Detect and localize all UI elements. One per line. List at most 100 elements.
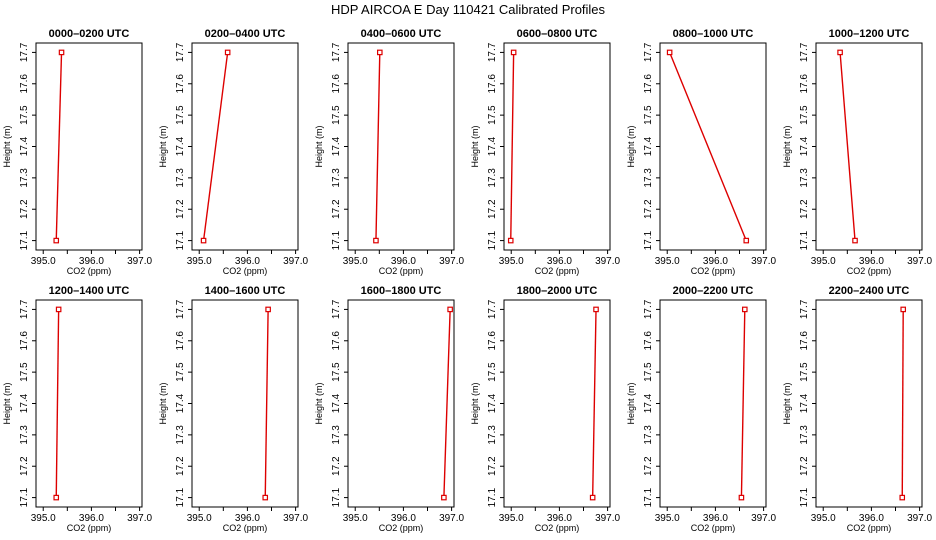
x-tick-label: 397.0	[283, 513, 308, 524]
x-tick-label: 397.0	[127, 256, 152, 267]
x-tick-label: 395.0	[343, 256, 368, 267]
y-tick-label: 17.2	[799, 199, 810, 219]
y-tick-label: 17.5	[19, 362, 30, 382]
profile-panel: 1800–2000 UTC 17.1 17.2 17.3 17.4 17.5 17.6 17.…	[470, 285, 621, 533]
y-tick-label: 17.7	[175, 42, 186, 62]
y-tick-label: 17.5	[331, 105, 342, 125]
x-tick-label: 396.0	[547, 256, 572, 267]
y-axis-label: Height (m)	[314, 382, 324, 424]
y-tick-label: 17.5	[175, 105, 186, 125]
y-tick-label: 17.4	[331, 136, 342, 156]
y-tick-label: 17.2	[643, 456, 654, 476]
profile-panel: 2000–2200 UTC 17.1 17.2 17.3 17.4 17.5 17.6 17.…	[626, 285, 777, 533]
y-tick-label: 17.3	[487, 168, 498, 188]
y-tick-label: 17.2	[19, 456, 30, 476]
profile-line	[740, 309, 746, 498]
profile-line	[901, 309, 904, 498]
x-tick-label: 397.0	[907, 256, 932, 267]
panel-title: 0200–0400 UTC	[205, 28, 286, 40]
y-tick-label: 17.3	[643, 425, 654, 445]
data-point	[743, 237, 750, 244]
profile-line	[510, 52, 515, 241]
x-tick-label: 397.0	[751, 256, 776, 267]
y-tick-label: 17.6	[643, 331, 654, 351]
profile-panel: 0200–0400 UTC 17.1 17.2 17.3 17.4 17.5 17.6 17.…	[158, 28, 309, 276]
data-point	[837, 49, 843, 56]
y-tick-label: 17.6	[175, 74, 186, 94]
y-tick-label: 17.2	[175, 199, 186, 219]
y-tick-label: 17.4	[175, 136, 186, 156]
y-tick-label: 17.4	[331, 393, 342, 413]
y-tick-label: 17.4	[643, 136, 654, 156]
y-tick-label: 17.3	[799, 425, 810, 445]
y-tick-label: 17.6	[643, 74, 654, 94]
x-tick-label: 396.0	[235, 256, 260, 267]
y-tick-label: 17.4	[175, 393, 186, 413]
y-tick-label: 17.3	[175, 425, 186, 445]
x-tick-label: 395.0	[499, 513, 524, 524]
y-tick-label: 17.7	[643, 42, 654, 62]
data-point	[899, 494, 906, 501]
plot-frame	[815, 299, 923, 508]
x-axis-label: CO2 (ppm)	[691, 266, 736, 276]
x-tick-label: 396.0	[235, 513, 260, 524]
y-tick-label: 17.5	[799, 362, 810, 382]
data-point	[53, 237, 60, 244]
y-tick-label: 17.3	[487, 425, 498, 445]
panel-title: 2200–2400 UTC	[829, 285, 910, 297]
y-tick-label: 17.4	[643, 393, 654, 413]
data-point	[373, 237, 379, 244]
profile-line	[839, 52, 856, 241]
x-tick-label: 395.0	[655, 513, 680, 524]
y-tick-label: 17.2	[19, 199, 30, 219]
y-tick-label: 17.2	[175, 456, 186, 476]
profile-panel: 1200–1400 UTC 17.1 17.2 17.3 17.4 17.5 17.6 17.…	[2, 285, 153, 533]
x-tick-label: 396.0	[547, 513, 572, 524]
panel-title: 0000–0200 UTC	[49, 28, 130, 40]
y-tick-label: 17.1	[799, 487, 810, 507]
profile-panel: 0800–1000 UTC 17.1 17.2 17.3 17.4 17.5 17.6 17.…	[626, 28, 777, 276]
y-tick-label: 17.6	[19, 331, 30, 351]
y-axis-label: Height (m)	[2, 382, 12, 424]
plot-frame	[35, 299, 143, 508]
x-axis-label: CO2 (ppm)	[223, 266, 268, 276]
x-axis-label: CO2 (ppm)	[67, 266, 112, 276]
panel-grid: 0000–0200 UTC 17.1 17.2 17.3 17.4 17.5 17.6 17.…	[2, 28, 933, 533]
y-tick-label: 17.7	[19, 42, 30, 62]
x-tick-label: 395.0	[811, 256, 836, 267]
y-tick-label: 17.7	[799, 42, 810, 62]
y-tick-label: 17.7	[487, 42, 498, 62]
panel-title: 1400–1600 UTC	[205, 285, 286, 297]
x-tick-label: 396.0	[79, 513, 104, 524]
plot-frame	[347, 42, 455, 251]
data-point	[224, 49, 231, 56]
y-axis-label: Height (m)	[158, 382, 168, 424]
y-tick-label: 17.3	[19, 425, 30, 445]
data-point	[447, 306, 453, 313]
x-tick-label: 395.0	[499, 256, 524, 267]
profile-panel: 0000–0200 UTC 17.1 17.2 17.3 17.4 17.5 17.6 17.…	[2, 28, 153, 276]
profile-line	[55, 309, 60, 498]
y-tick-label: 17.2	[331, 456, 342, 476]
x-axis-label: CO2 (ppm)	[223, 523, 268, 533]
data-point	[900, 306, 907, 313]
plot-frame	[503, 42, 611, 251]
x-tick-label: 397.0	[907, 513, 932, 524]
y-tick-label: 17.7	[643, 299, 654, 319]
plot-frame	[191, 42, 299, 251]
x-axis-label: CO2 (ppm)	[535, 523, 580, 533]
x-tick-label: 396.0	[703, 513, 728, 524]
y-axis-label: Height (m)	[782, 382, 792, 424]
panel-title: 1600–1800 UTC	[361, 285, 442, 297]
x-tick-label: 396.0	[703, 256, 728, 267]
x-tick-label: 397.0	[439, 256, 464, 267]
x-axis-label: CO2 (ppm)	[535, 266, 580, 276]
figure-title: HDP AIRCOA E Day 110421 Calibrated Profi…	[331, 2, 606, 17]
x-tick-label: 396.0	[859, 256, 884, 267]
panel-title: 1800–2000 UTC	[517, 285, 598, 297]
y-tick-label: 17.4	[487, 393, 498, 413]
y-tick-label: 17.5	[643, 105, 654, 125]
y-tick-label: 17.3	[175, 168, 186, 188]
y-tick-label: 17.1	[19, 487, 30, 507]
